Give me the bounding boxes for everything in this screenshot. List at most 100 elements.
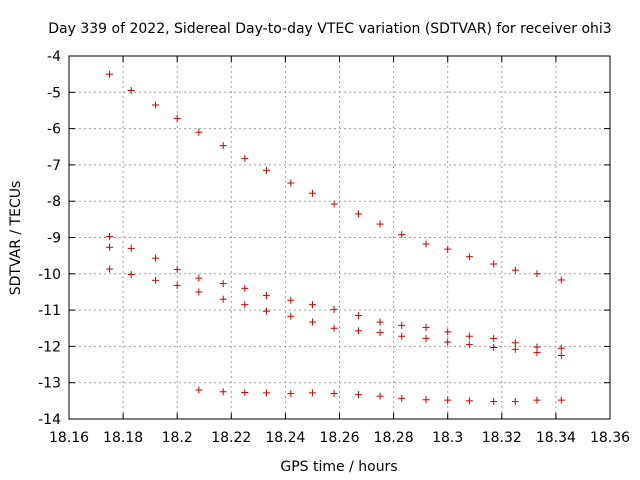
data-point xyxy=(398,321,406,329)
data-point xyxy=(376,220,384,228)
y-tick-label: -13 xyxy=(38,376,61,392)
data-point xyxy=(308,389,316,397)
data-point xyxy=(195,128,203,136)
data-point xyxy=(308,189,316,197)
data-point xyxy=(127,271,135,279)
data-point xyxy=(511,339,519,347)
x-tick-label: 18.26 xyxy=(319,430,359,446)
data-point xyxy=(262,389,270,397)
y-tick-label: -7 xyxy=(47,158,61,174)
data-point xyxy=(173,114,181,122)
x-tick-label: 18.22 xyxy=(211,430,251,446)
data-point xyxy=(330,324,338,332)
data-point xyxy=(219,388,227,396)
y-tick-label: -4 xyxy=(47,49,61,65)
ticks xyxy=(68,55,611,420)
data-point xyxy=(173,265,181,273)
data-point xyxy=(444,328,452,336)
data-point xyxy=(152,254,160,262)
x-tick-label: 18.28 xyxy=(374,430,414,446)
data-point xyxy=(490,260,498,268)
data-point xyxy=(465,341,473,349)
x-tick-label: 18.16 xyxy=(49,430,89,446)
y-tick-label: -5 xyxy=(47,85,61,101)
y-tick-label: -8 xyxy=(47,194,61,210)
x-tick-label: 18.18 xyxy=(103,430,143,446)
data-point xyxy=(152,101,160,109)
data-point xyxy=(422,240,430,248)
data-point xyxy=(465,253,473,261)
data-point xyxy=(195,288,203,296)
data-point xyxy=(173,281,181,289)
x-tick-label: 18.3 xyxy=(432,430,463,446)
x-tick-label: 18.32 xyxy=(482,430,522,446)
data-point xyxy=(152,276,160,284)
data-point xyxy=(465,332,473,340)
data-point xyxy=(557,396,565,404)
data-point xyxy=(241,284,249,292)
grid xyxy=(69,56,610,419)
data-point xyxy=(398,231,406,239)
data-point xyxy=(511,345,519,353)
data-point xyxy=(422,396,430,404)
y-tick-label: -14 xyxy=(38,412,61,428)
y-tick-label: -12 xyxy=(38,339,61,355)
data-point xyxy=(262,292,270,300)
y-tick-labels: -4 -5 -6 -7 -8 -9 -10 -11 -12 -13 -14 xyxy=(38,49,61,428)
data-point xyxy=(330,200,338,208)
data-point xyxy=(422,324,430,332)
x-tick-label: 18.34 xyxy=(536,430,576,446)
chart-title: Day 339 of 2022, Sidereal Day-to-day VTE… xyxy=(48,21,611,37)
data-point xyxy=(262,307,270,315)
data-point xyxy=(106,243,114,251)
data-point xyxy=(219,295,227,303)
data-point xyxy=(127,244,135,252)
data-point xyxy=(533,270,541,278)
data-point xyxy=(490,334,498,342)
data-point xyxy=(422,334,430,342)
data-point xyxy=(308,318,316,326)
x-tick-label: 18.24 xyxy=(265,430,305,446)
data-point xyxy=(106,70,114,78)
data-point xyxy=(106,265,114,273)
y-tick-label: -6 xyxy=(47,122,61,138)
data-point xyxy=(330,390,338,398)
data-point xyxy=(533,349,541,357)
y-tick-label: -9 xyxy=(47,231,61,247)
data-point xyxy=(444,245,452,253)
data-point xyxy=(465,397,473,405)
data-point xyxy=(354,210,362,218)
y-tick-label: -10 xyxy=(38,267,61,283)
data-point xyxy=(219,142,227,150)
data-points xyxy=(106,70,565,406)
data-point xyxy=(376,392,384,400)
data-point xyxy=(330,305,338,313)
data-point xyxy=(241,154,249,162)
x-axis-label: GPS time / hours xyxy=(280,459,397,475)
data-point xyxy=(354,327,362,335)
data-point xyxy=(557,276,565,284)
data-point xyxy=(287,390,295,398)
data-point xyxy=(533,396,541,404)
data-point xyxy=(308,301,316,309)
data-point xyxy=(444,396,452,404)
x-tick-label: 18.2 xyxy=(162,430,193,446)
data-point xyxy=(354,391,362,399)
data-point xyxy=(127,86,135,94)
data-point xyxy=(287,179,295,187)
data-point xyxy=(195,274,203,282)
data-point xyxy=(557,351,565,359)
x-tick-labels: 18.16 18.18 18.2 18.22 18.24 18.26 18.28 18.3 18… xyxy=(49,430,630,446)
data-point xyxy=(511,266,519,274)
data-point xyxy=(195,386,203,394)
data-point xyxy=(490,343,498,351)
data-point xyxy=(398,394,406,402)
x-tick-label: 18.36 xyxy=(590,430,630,446)
data-point xyxy=(354,312,362,320)
data-point xyxy=(398,332,406,340)
data-point xyxy=(376,318,384,326)
data-point xyxy=(490,398,498,406)
data-point xyxy=(287,312,295,320)
data-point xyxy=(219,280,227,288)
y-axis-label: SDTVAR / TECUs xyxy=(8,181,24,296)
